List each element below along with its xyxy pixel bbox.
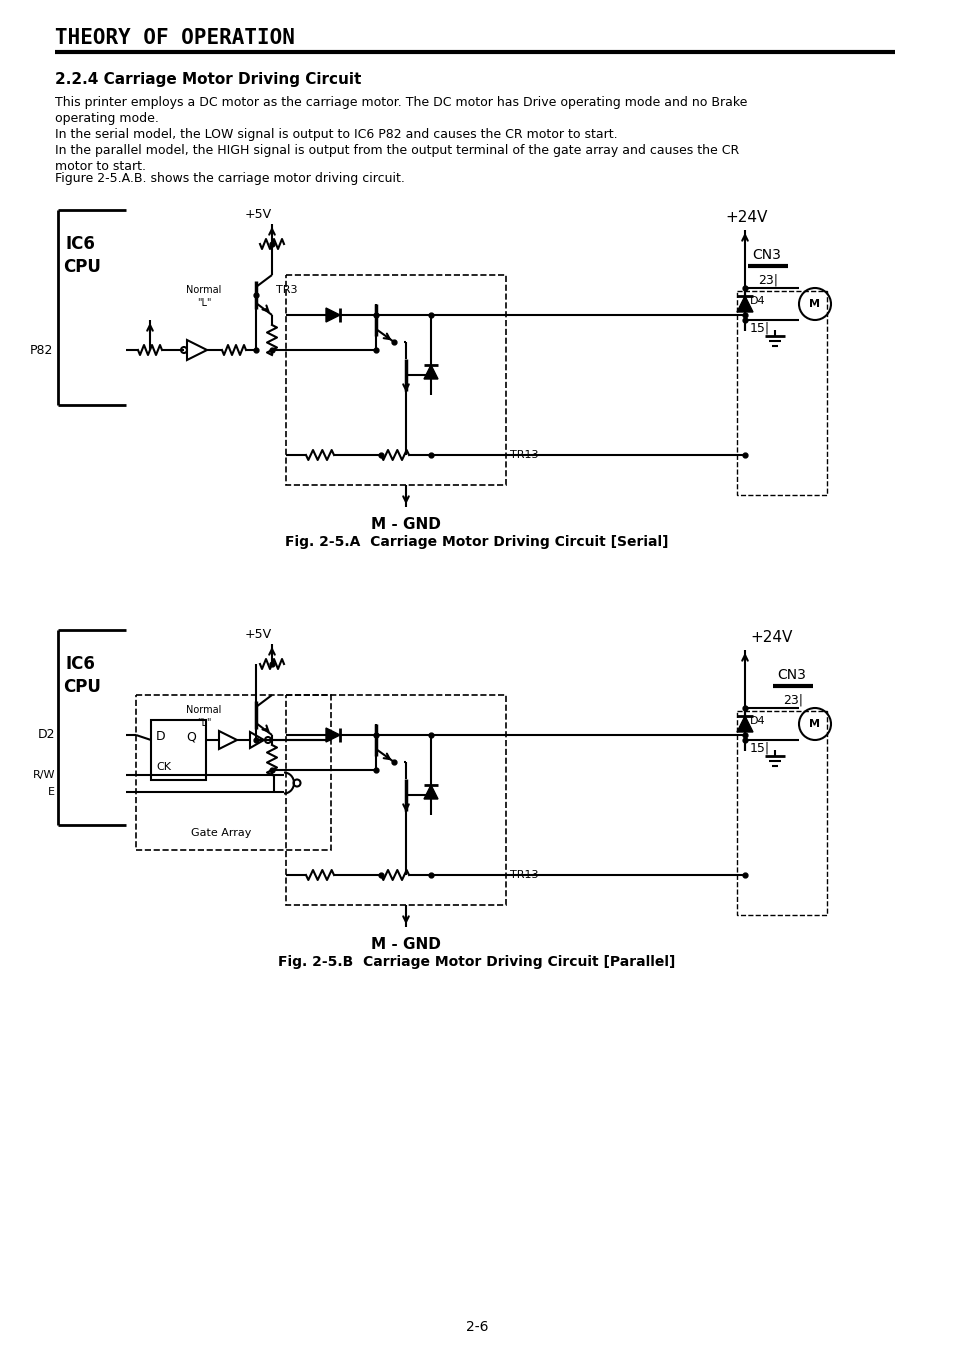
Bar bbox=[737, 711, 826, 915]
Text: Figure 2-5.A.B. shows the carriage motor driving circuit.: Figure 2-5.A.B. shows the carriage motor… bbox=[55, 173, 404, 185]
Text: M: M bbox=[809, 299, 820, 309]
Bar bbox=[286, 695, 505, 905]
Bar bbox=[286, 275, 505, 486]
Text: 15|: 15| bbox=[749, 321, 769, 335]
Text: TR3: TR3 bbox=[275, 285, 297, 295]
Text: D4: D4 bbox=[749, 716, 765, 726]
Text: CK: CK bbox=[156, 762, 171, 772]
Text: D: D bbox=[156, 730, 166, 743]
Bar bbox=[136, 695, 331, 850]
Text: 23|: 23| bbox=[782, 693, 802, 706]
Text: M - GND: M - GND bbox=[371, 938, 440, 952]
Text: TR13: TR13 bbox=[510, 870, 537, 880]
Text: E: E bbox=[48, 786, 55, 797]
Text: Q: Q bbox=[186, 730, 195, 743]
Text: M - GND: M - GND bbox=[371, 517, 440, 532]
Text: 23|: 23| bbox=[758, 272, 778, 286]
Text: R/W: R/W bbox=[32, 770, 55, 780]
Text: P82: P82 bbox=[30, 344, 53, 356]
Polygon shape bbox=[326, 728, 339, 742]
Text: Normal: Normal bbox=[186, 706, 221, 715]
Text: 2.2.4 Carriage Motor Driving Circuit: 2.2.4 Carriage Motor Driving Circuit bbox=[55, 71, 361, 86]
Text: Normal: Normal bbox=[186, 285, 221, 295]
Text: Fig. 2-5.A  Carriage Motor Driving Circuit [Serial]: Fig. 2-5.A Carriage Motor Driving Circui… bbox=[285, 536, 668, 549]
Text: IC6: IC6 bbox=[66, 656, 95, 673]
Text: THEORY OF OPERATION: THEORY OF OPERATION bbox=[55, 28, 294, 49]
Text: 15|: 15| bbox=[749, 741, 769, 754]
Text: D2: D2 bbox=[37, 728, 55, 742]
Text: TR13: TR13 bbox=[510, 451, 537, 460]
Text: This printer employs a DC motor as the carriage motor. The DC motor has Drive op: This printer employs a DC motor as the c… bbox=[55, 96, 746, 109]
Bar bbox=[151, 720, 206, 780]
Bar bbox=[737, 291, 826, 495]
Text: Fig. 2-5.B  Carriage Motor Driving Circuit [Parallel]: Fig. 2-5.B Carriage Motor Driving Circui… bbox=[278, 955, 675, 969]
Text: IC6: IC6 bbox=[66, 235, 95, 254]
Text: CN3: CN3 bbox=[751, 248, 781, 262]
Text: M: M bbox=[809, 719, 820, 728]
Text: +24V: +24V bbox=[749, 630, 792, 645]
Polygon shape bbox=[326, 308, 339, 322]
Polygon shape bbox=[737, 716, 752, 733]
Text: motor to start.: motor to start. bbox=[55, 161, 146, 173]
Text: CN3: CN3 bbox=[776, 668, 805, 683]
Text: "L": "L" bbox=[196, 718, 211, 728]
Polygon shape bbox=[423, 366, 437, 379]
Text: "L": "L" bbox=[196, 298, 211, 308]
Text: Gate Array: Gate Array bbox=[191, 828, 251, 838]
Text: +5V: +5V bbox=[244, 208, 272, 221]
Polygon shape bbox=[737, 295, 752, 312]
Polygon shape bbox=[423, 785, 437, 799]
Text: 2-6: 2-6 bbox=[465, 1321, 488, 1334]
Text: CPU: CPU bbox=[63, 258, 101, 277]
Text: CPU: CPU bbox=[63, 679, 101, 696]
Text: D4: D4 bbox=[749, 295, 765, 306]
Text: In the parallel model, the HIGH signal is output from the output terminal of the: In the parallel model, the HIGH signal i… bbox=[55, 144, 739, 156]
Text: operating mode.: operating mode. bbox=[55, 112, 159, 125]
Text: In the serial model, the LOW signal is output to IC6 P82 and causes the CR motor: In the serial model, the LOW signal is o… bbox=[55, 128, 617, 142]
Text: +5V: +5V bbox=[244, 629, 272, 641]
Text: +24V: +24V bbox=[724, 210, 766, 225]
